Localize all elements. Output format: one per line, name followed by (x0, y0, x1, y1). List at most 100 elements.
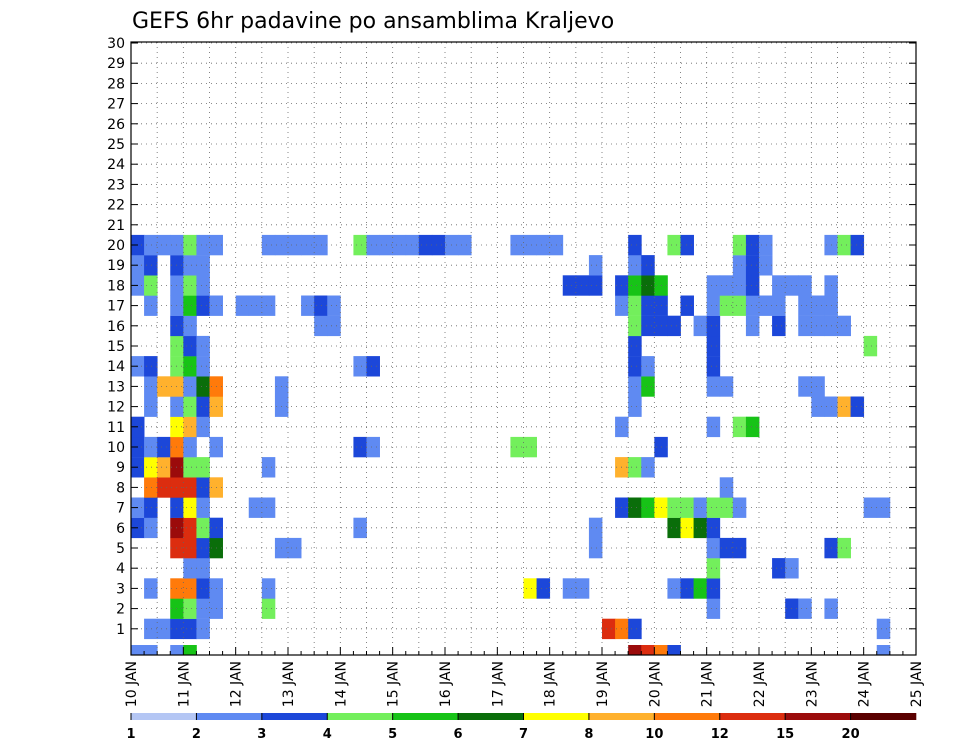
heatmap-cell (327, 315, 341, 337)
heatmap-cell (745, 275, 760, 296)
heatmap-cell (798, 598, 812, 619)
heatmap-cell (144, 396, 158, 417)
y-tick-label: 6 (116, 521, 125, 537)
heatmap-cell (745, 234, 760, 256)
heatmap-cell-bottom (144, 645, 158, 655)
heatmap-cell (772, 558, 786, 579)
colorbar-label: 3 (257, 727, 266, 742)
heatmap-cell (706, 275, 721, 296)
heatmap-cell (706, 335, 721, 357)
x-tick-label: 14 JAN (333, 661, 349, 707)
heatmap-cell (863, 335, 878, 357)
heatmap-cell (693, 497, 708, 518)
heatmap-cell (693, 315, 708, 337)
heatmap-cell (157, 436, 171, 458)
heatmap-cell (183, 457, 197, 478)
heatmap-cell (314, 234, 328, 256)
colorbar-label: 2 (192, 727, 201, 742)
heatmap-cell (510, 436, 524, 458)
heatmap-cell (183, 255, 197, 276)
y-tick-label: 3 (116, 581, 125, 597)
heatmap-cell (798, 275, 812, 296)
heatmap-cell (628, 376, 642, 397)
heatmap-cell (588, 517, 603, 539)
heatmap-cell (196, 295, 210, 316)
heatmap-cell (628, 356, 642, 377)
heatmap-cell (641, 376, 655, 397)
x-tick-label: 18 JAN (543, 661, 559, 707)
heatmap-cell (745, 255, 760, 276)
x-tick-label: 21 JAN (700, 661, 716, 707)
heatmap-cell (850, 396, 865, 417)
heatmap-cell (144, 356, 158, 377)
heatmap-cell (706, 315, 721, 337)
heatmap-cell (144, 457, 158, 478)
heatmap-cell (261, 234, 276, 256)
heatmap-cell (183, 618, 197, 640)
heatmap-cell (667, 497, 681, 518)
heatmap-cell (144, 517, 158, 539)
heatmap-cell (327, 295, 341, 316)
heatmap-cell-bottom (876, 645, 891, 655)
heatmap-cell (196, 598, 210, 619)
heatmap-cell (314, 315, 328, 337)
x-tick-label: 23 JAN (804, 661, 820, 707)
chart-title: GEFS 6hr padavine po ansamblima Kraljevo (132, 9, 614, 34)
y-tick-label: 21 (107, 218, 125, 234)
heatmap-cell (706, 376, 721, 397)
colorbar-label: 4 (323, 727, 332, 742)
heatmap-cell (196, 396, 210, 417)
heatmap-cell (301, 234, 315, 256)
heatmap-cell (641, 315, 655, 337)
heatmap-cell (588, 275, 603, 296)
heatmap-cell (706, 537, 721, 559)
heatmap-cell (667, 234, 681, 256)
heatmap-cell (196, 416, 210, 438)
heatmap-cell (680, 295, 694, 316)
heatmap-cell (628, 255, 642, 276)
heatmap-cell (602, 618, 616, 640)
heatmap-cell (196, 497, 210, 518)
y-tick-label: 22 (107, 198, 125, 214)
x-tick-label: 19 JAN (595, 661, 611, 707)
heatmap-cell (798, 315, 812, 337)
heatmap-cell-bottom (641, 645, 655, 655)
colorbar-swatch (131, 713, 197, 720)
heatmap-cell (523, 578, 537, 599)
heatmap-cell (248, 295, 263, 316)
heatmap-cell (261, 295, 276, 316)
heatmap-cell (183, 295, 197, 316)
heatmap-cell (196, 618, 210, 640)
heatmap-cell (732, 234, 747, 256)
heatmap-cell (458, 234, 472, 256)
heatmap-cell (706, 578, 721, 599)
heatmap-cell (183, 578, 197, 599)
heatmap-cell (523, 436, 537, 458)
heatmap-cell (628, 275, 642, 296)
heatmap-cell (418, 234, 433, 256)
x-tick-label: 24 JAN (857, 661, 873, 707)
heatmap-cell (196, 255, 210, 276)
heatmap-cell (876, 618, 891, 640)
heatmap-cell-bottom (628, 645, 642, 655)
y-tick-label: 1 (116, 622, 125, 638)
axes: 1234567891011121314151617181920212223242… (107, 36, 925, 707)
heatmap-cell (261, 598, 276, 619)
y-tick-label: 18 (107, 278, 125, 294)
colorbar-swatch (261, 713, 328, 720)
heatmap-cell (706, 517, 721, 539)
heatmap-cell (392, 234, 407, 256)
heatmap-cell (628, 618, 642, 640)
heatmap-cell (248, 497, 263, 518)
heatmap-cell (667, 578, 681, 599)
heatmap-cell (288, 234, 302, 256)
heatmap-cell (157, 457, 171, 478)
x-tick-label: 11 JAN (176, 661, 192, 707)
heatmap-cell (183, 436, 197, 458)
y-tick-label: 2 (116, 602, 125, 618)
heatmap-cell (353, 436, 367, 458)
heatmap-cell (811, 315, 825, 337)
heatmap-cell (157, 376, 171, 397)
